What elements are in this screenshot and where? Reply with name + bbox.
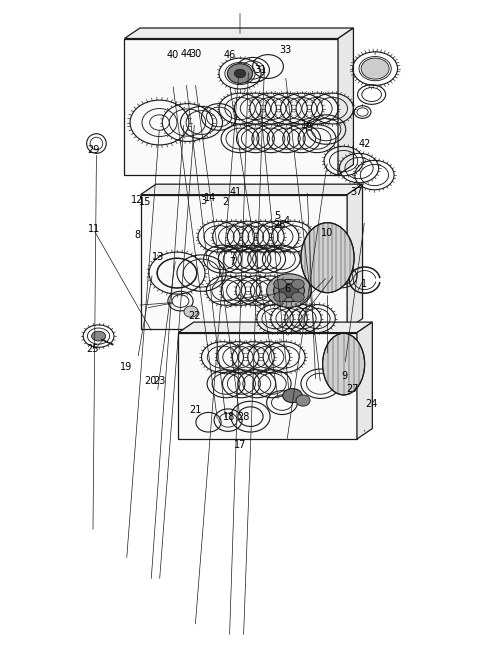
Text: 40: 40 (167, 50, 179, 60)
Ellipse shape (283, 388, 302, 403)
Text: 29: 29 (88, 145, 100, 155)
Text: 46: 46 (223, 50, 235, 60)
Text: 4: 4 (283, 216, 289, 226)
Ellipse shape (301, 223, 354, 293)
Ellipse shape (228, 64, 252, 83)
Text: 20: 20 (145, 376, 157, 386)
Text: 42: 42 (359, 140, 371, 149)
Ellipse shape (361, 58, 389, 79)
Ellipse shape (323, 333, 365, 395)
Text: 10: 10 (321, 228, 334, 238)
Text: 5: 5 (274, 210, 280, 221)
Text: 21: 21 (190, 405, 202, 415)
Text: 30: 30 (190, 49, 202, 59)
Ellipse shape (292, 279, 304, 289)
Polygon shape (179, 322, 372, 333)
Text: 15: 15 (139, 196, 151, 207)
Polygon shape (124, 28, 353, 39)
Polygon shape (179, 333, 357, 439)
Ellipse shape (234, 69, 246, 78)
Text: 11: 11 (88, 224, 100, 234)
Text: 1: 1 (361, 280, 367, 290)
Text: 19: 19 (120, 362, 132, 372)
Text: 13: 13 (152, 252, 164, 262)
Text: 9: 9 (341, 371, 347, 381)
Ellipse shape (266, 274, 312, 307)
Polygon shape (357, 322, 372, 439)
Ellipse shape (274, 279, 287, 289)
Polygon shape (141, 184, 362, 195)
Text: 26: 26 (274, 219, 286, 230)
Text: 8: 8 (134, 230, 141, 240)
Ellipse shape (279, 284, 299, 297)
Text: 24: 24 (365, 399, 377, 409)
Ellipse shape (184, 306, 198, 317)
Text: 22: 22 (188, 312, 201, 322)
Ellipse shape (292, 292, 304, 302)
Text: 12: 12 (131, 195, 143, 205)
Text: 17: 17 (234, 440, 246, 450)
Ellipse shape (274, 280, 304, 302)
Text: 33: 33 (279, 45, 291, 54)
Text: 31: 31 (254, 65, 266, 75)
Text: 16: 16 (301, 120, 313, 130)
Text: 44: 44 (180, 49, 192, 59)
Text: 7: 7 (229, 257, 236, 267)
Text: 37: 37 (351, 187, 363, 196)
Text: 6: 6 (284, 284, 290, 294)
Text: 27: 27 (347, 384, 359, 394)
Polygon shape (124, 39, 338, 175)
Text: 14: 14 (204, 193, 216, 203)
Polygon shape (338, 28, 353, 175)
Text: 2: 2 (222, 196, 228, 207)
Text: 23: 23 (153, 376, 166, 386)
Polygon shape (347, 184, 362, 329)
Text: 3: 3 (200, 196, 206, 206)
Ellipse shape (92, 331, 106, 341)
Text: 41: 41 (230, 187, 242, 196)
Ellipse shape (274, 292, 287, 302)
Text: 28: 28 (237, 413, 250, 422)
Text: 18: 18 (223, 413, 235, 422)
Polygon shape (141, 195, 347, 329)
Ellipse shape (296, 395, 310, 406)
Text: 25: 25 (86, 344, 99, 354)
